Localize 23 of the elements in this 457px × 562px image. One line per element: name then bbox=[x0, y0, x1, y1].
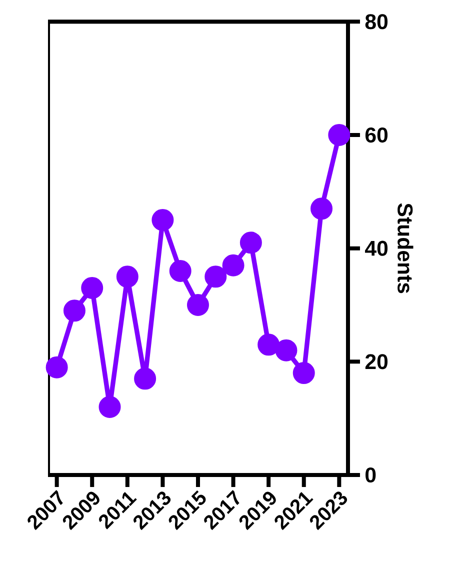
point bbox=[186, 294, 209, 316]
y-axis-title: Students bbox=[398, 203, 414, 294]
y-tick-label: 0 bbox=[366, 467, 376, 483]
point bbox=[116, 266, 138, 288]
point bbox=[98, 396, 121, 418]
point bbox=[169, 260, 192, 282]
point bbox=[258, 334, 280, 356]
y-tick-label: 60 bbox=[365, 127, 388, 143]
point bbox=[63, 300, 86, 322]
point bbox=[310, 198, 333, 220]
point bbox=[328, 124, 350, 146]
point bbox=[46, 356, 68, 378]
point bbox=[152, 209, 174, 232]
point bbox=[240, 232, 262, 254]
y-tick-label: 40 bbox=[365, 240, 388, 256]
y-tick-label: 80 bbox=[365, 14, 388, 30]
point bbox=[222, 254, 244, 276]
point bbox=[134, 368, 156, 390]
point bbox=[81, 277, 104, 300]
point bbox=[204, 266, 227, 288]
point bbox=[275, 339, 298, 362]
point bbox=[292, 362, 315, 384]
y-tick-label: 20 bbox=[365, 354, 388, 370]
